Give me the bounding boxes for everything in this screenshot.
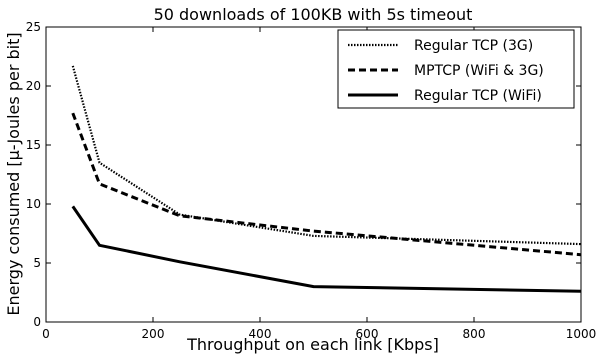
x-tick-label: 400 <box>249 327 272 341</box>
y-tick-label: 5 <box>33 256 41 270</box>
series-line-2 <box>71 112 582 257</box>
y-tick-label: 10 <box>26 197 41 211</box>
x-tick-label: 800 <box>463 327 486 341</box>
legend-label-2: MPTCP (WiFi & 3G) <box>414 63 544 79</box>
series-layer <box>71 65 582 293</box>
y-tick-label: 15 <box>26 138 41 152</box>
x-tick-label: 0 <box>42 327 50 341</box>
legend-label-1: Regular TCP (3G) <box>414 38 533 54</box>
legend-entries: Regular TCP (3G) MPTCP (WiFi & 3G) Regular… <box>348 38 544 104</box>
series-line-3 <box>71 205 582 293</box>
legend-label-3: Regular TCP (WiFi) <box>414 88 542 104</box>
x-tick-label: 1000 <box>566 327 597 341</box>
x-axis-label: Throughput on each link [Kbps] <box>186 335 439 354</box>
y-axis-label: Energy consumed [µ-Joules per bit] <box>4 32 23 315</box>
y-tick-label: 25 <box>26 20 41 34</box>
chart-title: 50 downloads of 100KB with 5s timeout <box>154 5 473 24</box>
y-tick-label: 0 <box>33 315 41 329</box>
x-tick-label: 200 <box>142 327 165 341</box>
axis-ticks: 0 200 400 600 800 1000 0 5 10 15 20 25 <box>26 20 597 341</box>
y-tick-label: 20 <box>26 79 41 93</box>
x-tick-label: 600 <box>356 327 379 341</box>
legend: Regular TCP (3G) MPTCP (WiFi & 3G) Regular… <box>337 29 575 109</box>
plot-frame <box>45 26 582 323</box>
